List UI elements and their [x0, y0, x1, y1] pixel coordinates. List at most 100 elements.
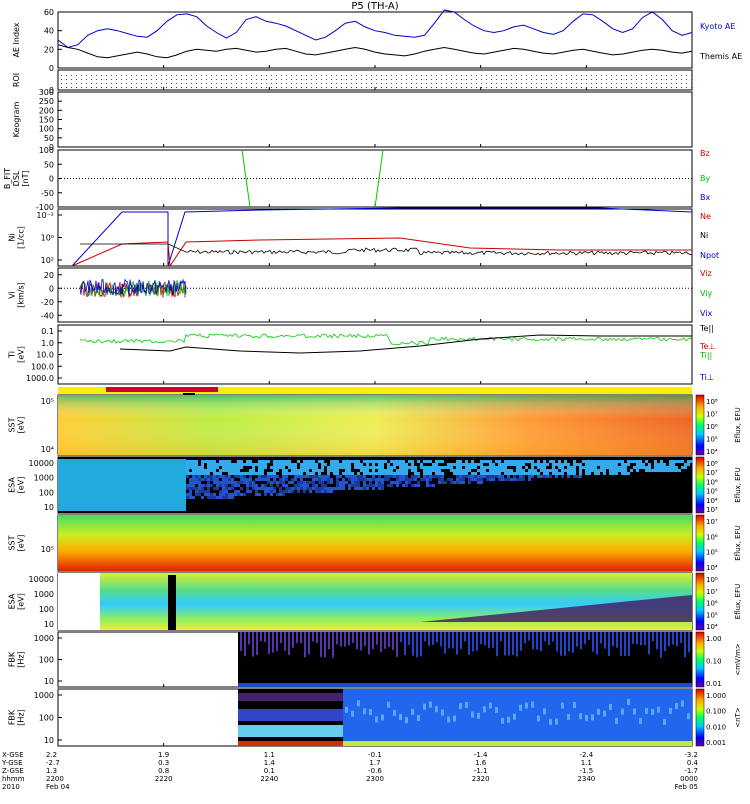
esa-spectrogram-cell	[387, 475, 390, 478]
esa-spectrogram-cell	[219, 484, 222, 487]
esa-spectrogram-cell	[312, 472, 315, 475]
y-axis-label-line: DSL	[12, 170, 21, 186]
esa-spectrogram-cell	[375, 481, 378, 484]
fbk-spectrogram-stripe	[392, 632, 394, 650]
esa-spectrogram-cell	[375, 484, 378, 487]
y-tick-label: 0	[49, 175, 54, 184]
esa-spectrogram-cell	[465, 466, 468, 469]
fbk-spectrogram-base	[238, 683, 692, 687]
roi-dot	[646, 87, 647, 88]
roi-dot	[576, 79, 577, 80]
roi-dot	[166, 79, 167, 80]
esa-spectrogram-cell	[366, 472, 369, 475]
esa-spectrogram-cell	[501, 469, 504, 472]
esa-spectrogram-cell	[489, 460, 492, 463]
esa-spectrogram-cell	[198, 484, 201, 487]
esa-spectrogram-cell	[363, 475, 366, 478]
esa-spectrogram-cell	[282, 460, 285, 463]
esa-spectrogram-cell	[381, 472, 384, 475]
esa-spectrogram-cell	[492, 463, 495, 466]
panel-frame	[57, 267, 693, 323]
colorbar-tick-label: 10⁴	[706, 623, 718, 631]
x-tick-label: -1.7	[684, 767, 698, 775]
fbk-spectrogram-cell	[399, 713, 402, 720]
esa-spectrogram-cell	[264, 490, 267, 493]
roi-dot	[406, 83, 407, 84]
roi-dot	[426, 87, 427, 88]
roi-dot	[381, 75, 382, 76]
esa-spectrogram-cell	[528, 475, 531, 478]
esa-spectrogram-cell	[351, 460, 354, 463]
esa-spectrogram-cell	[543, 472, 546, 475]
roi-dot	[136, 87, 137, 88]
esa-spectrogram-cell	[195, 475, 198, 478]
roi-dot	[496, 87, 497, 88]
fbk-spectrogram-cell	[369, 709, 372, 716]
esa-spectrogram-cell	[606, 463, 609, 466]
fbk-spectrogram-stripe	[540, 632, 542, 652]
esa-spectrogram-cell	[318, 490, 321, 493]
x-tick-label: -1.4	[474, 751, 488, 759]
esa-spectrogram-cell	[519, 466, 522, 469]
fbk-spectrogram-stripe	[324, 632, 326, 658]
esa-spectrogram-cell	[618, 469, 621, 472]
esa-spectrogram-cell	[357, 463, 360, 466]
esa-spectrogram-cell	[672, 469, 675, 472]
x-axis-row-label: hhmm	[2, 775, 25, 783]
esa-spectrogram-cell	[648, 466, 651, 469]
esa-spectrogram-cell	[210, 478, 213, 481]
esa-spectrogram-cell	[342, 463, 345, 466]
roi-dot	[186, 75, 187, 76]
ne-line	[71, 237, 692, 268]
roi-dot	[111, 75, 112, 76]
roi-dot	[66, 87, 67, 88]
by-trace	[374, 149, 384, 208]
x-tick-label: -0.6	[368, 767, 382, 775]
roi-dot	[206, 79, 207, 80]
esa-spectrogram-cell	[399, 475, 402, 478]
esa-spectrogram-cell	[552, 463, 555, 466]
esa-spectrogram-cell	[402, 463, 405, 466]
esa-spectrogram-cell	[192, 475, 195, 478]
esa-spectrogram-cell	[636, 463, 639, 466]
roi-dot	[641, 79, 642, 80]
y-tick-label: 10⁰	[41, 234, 54, 243]
roi-dot	[361, 87, 362, 88]
roi-dot	[176, 79, 177, 80]
esa-spectrogram-cell	[357, 487, 360, 490]
esa-spectrogram-cell	[300, 472, 303, 475]
esa-spectrogram-cell	[345, 469, 348, 472]
esa-spectrogram-cell	[288, 466, 291, 469]
esa-spectrogram-cell	[606, 466, 609, 469]
fbk-spectrogram-cell	[549, 718, 552, 725]
esa-spectrogram-cell	[408, 460, 411, 463]
esa-spectrogram-cell	[276, 469, 279, 472]
esa-spectrogram-cell	[471, 472, 474, 475]
esa-spectrogram-cell	[357, 478, 360, 481]
roi-dot	[101, 83, 102, 84]
fbk-spectrogram-cell	[675, 703, 678, 710]
esa-spectrogram-cell	[378, 487, 381, 490]
fbk-spectrogram-stripe	[448, 632, 450, 649]
esa-spectrogram-cell	[210, 469, 213, 472]
esa-spectrogram-cell	[258, 460, 261, 463]
esa-spectrogram-cell	[333, 466, 336, 469]
esa-spectrogram-cell	[207, 463, 210, 466]
esa-spectrogram-cell	[240, 463, 243, 466]
roi-dot	[386, 87, 387, 88]
roi-dot	[161, 83, 162, 84]
y-tick-label: 100	[39, 146, 54, 155]
esa-spectrogram-cell	[351, 484, 354, 487]
fbk-spectrogram	[343, 689, 692, 746]
esa-spectrogram-cell	[525, 472, 528, 475]
esa-spectrogram-cell	[282, 484, 285, 487]
esa-spectrogram-cell	[249, 472, 252, 475]
esa-spectrogram-cell	[240, 481, 243, 484]
roi-dot	[521, 83, 522, 84]
roi-dot	[346, 87, 347, 88]
roi-dot	[506, 79, 507, 80]
esa-spectrogram-cell	[270, 490, 273, 493]
esa-spectrogram-cell	[507, 460, 510, 463]
esa-spectrogram-cell	[189, 487, 192, 490]
esa-spectrogram-cell	[573, 463, 576, 466]
